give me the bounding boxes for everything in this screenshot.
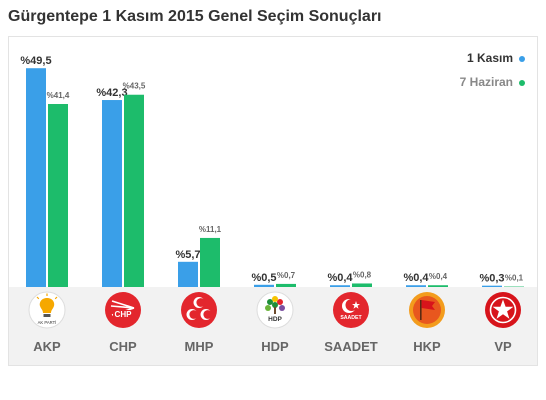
vp-star-icon bbox=[485, 292, 521, 328]
legend-label-primary: 1 Kasım bbox=[466, 51, 513, 65]
bar-hkp-secondary[interactable] bbox=[428, 285, 448, 287]
data-label-hkp-secondary: %0,4 bbox=[429, 272, 448, 281]
data-label-akp-secondary: %41,4 bbox=[47, 91, 70, 100]
legend-dot-primary bbox=[519, 55, 525, 62]
page-title: Gürgentepe 1 Kasım 2015 Genel Seçim Sonu… bbox=[8, 8, 382, 25]
data-label-hdp-secondary: %0,7 bbox=[277, 271, 296, 280]
chart-panel: %49,5 %41,4 %42,3 %43,5 %5,7 %11,1 %0,5 %0,7 %0,… bbox=[8, 36, 538, 366]
bar-chp-primary[interactable] bbox=[102, 100, 122, 287]
bar-saadet-primary[interactable] bbox=[330, 285, 350, 287]
svg-text:AK PARTİ: AK PARTİ bbox=[38, 320, 57, 325]
party-akp: AK PARTİ AKP bbox=[9, 291, 85, 354]
data-label-mhp-secondary: %11,1 bbox=[199, 225, 222, 234]
data-label-saadet-secondary: %0,8 bbox=[353, 270, 372, 279]
bar-saadet-secondary[interactable] bbox=[352, 283, 372, 287]
bar-vp-primary[interactable] bbox=[482, 285, 502, 287]
party-hdp: HDP HDP bbox=[237, 291, 313, 354]
hkp-flag-icon bbox=[409, 292, 445, 328]
saadet-crescent-star-icon: SAADET bbox=[333, 292, 369, 328]
data-label-vp-primary: %0,3 bbox=[479, 273, 504, 285]
svg-text:SAADET: SAADET bbox=[340, 315, 362, 321]
legend-dot-secondary bbox=[519, 79, 525, 86]
data-label-hkp-primary: %0,4 bbox=[403, 272, 429, 284]
bar-hkp-primary[interactable] bbox=[406, 285, 426, 287]
party-vp: VP bbox=[465, 291, 541, 354]
party-chp: CHP CHP bbox=[85, 291, 161, 354]
bar-mhp-primary[interactable] bbox=[178, 261, 198, 287]
data-label-mhp-primary: %5,7 bbox=[175, 249, 200, 261]
bar-hdp-primary[interactable] bbox=[254, 284, 274, 287]
akp-bulb-icon: AK PARTİ bbox=[28, 291, 66, 329]
bar-chp-secondary[interactable] bbox=[124, 94, 144, 287]
data-label-hdp-primary: %0,5 bbox=[251, 272, 276, 284]
bar-chart: %49,5 %41,4 %42,3%43,5 %5,7 %11,1 %0,5 %0,7 %0,… bbox=[20, 55, 524, 287]
bar-akp-primary[interactable] bbox=[26, 68, 46, 287]
party-name-saadet: SAADET bbox=[324, 339, 378, 354]
bar-hdp-secondary[interactable] bbox=[276, 283, 296, 287]
chp-six-arrows-icon: CHP bbox=[105, 292, 141, 328]
party-name-mhp: MHP bbox=[184, 339, 214, 354]
bar-mhp-secondary[interactable] bbox=[200, 237, 220, 287]
data-label-chp-secondary: %43,5 bbox=[123, 82, 146, 91]
data-label-vp-secondary: %0,1 bbox=[505, 274, 524, 283]
party-name-hkp: HKP bbox=[413, 339, 441, 354]
party-mhp: MHP bbox=[161, 291, 237, 354]
hdp-tree-icon: HDP bbox=[256, 291, 294, 329]
legend-item-secondary[interactable]: 7 Haziran bbox=[460, 75, 525, 89]
party-hkp: HKP bbox=[389, 291, 465, 354]
svg-text:HDP: HDP bbox=[268, 316, 282, 323]
data-label-akp-primary: %49,5 bbox=[20, 55, 51, 67]
mhp-three-crescents-icon bbox=[181, 292, 217, 328]
legend: 1 Kasım 7 Haziran bbox=[460, 51, 525, 99]
svg-text:CHP: CHP bbox=[115, 310, 133, 319]
legend-item-primary[interactable]: 1 Kasım bbox=[460, 51, 525, 65]
party-name-vp: VP bbox=[494, 339, 512, 354]
party-saadet: SAADET SAADET bbox=[313, 291, 389, 354]
data-label-chp-primary: %42,3 bbox=[96, 87, 127, 99]
data-label-saadet-primary: %0,4 bbox=[327, 272, 353, 284]
party-name-hdp: HDP bbox=[261, 339, 289, 354]
party-name-akp: AKP bbox=[33, 339, 61, 354]
party-name-chp: CHP bbox=[109, 339, 137, 354]
bar-akp-secondary[interactable] bbox=[48, 104, 68, 287]
legend-label-secondary: 7 Haziran bbox=[459, 75, 513, 89]
